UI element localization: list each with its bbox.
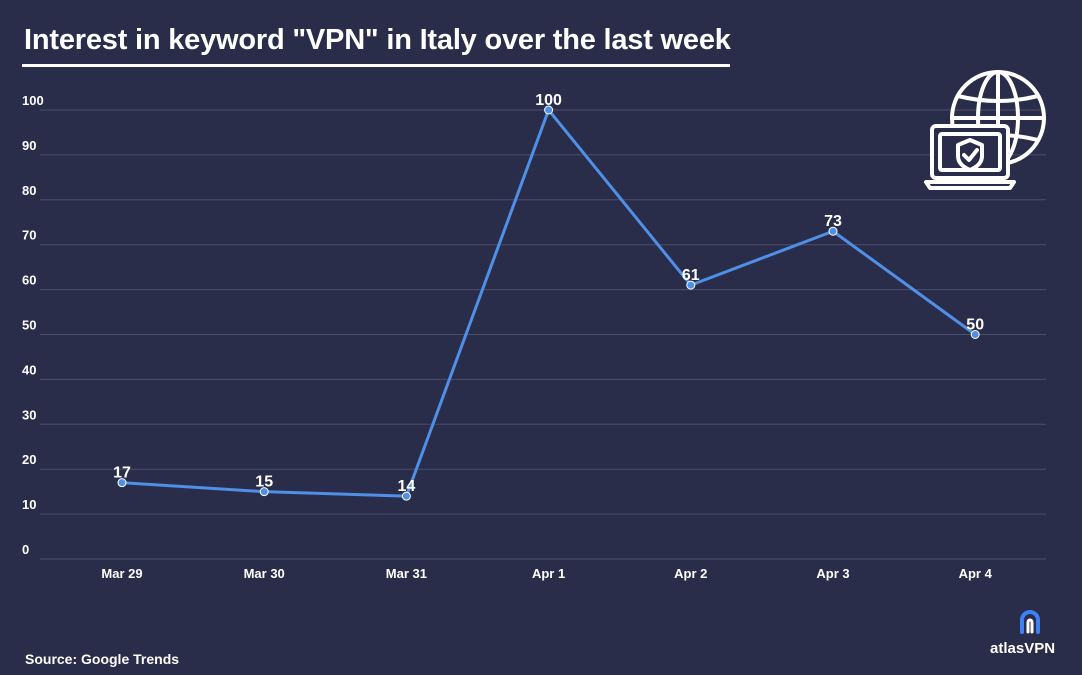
data-point xyxy=(401,491,411,501)
source-note: Source: Google Trends xyxy=(25,651,180,667)
data-point xyxy=(970,330,980,339)
x-tick-label: Apr 1 xyxy=(532,566,565,581)
x-tick-label: Mar 29 xyxy=(101,566,142,581)
data-point xyxy=(686,280,696,290)
brand-name: atlasVPN xyxy=(990,640,1056,657)
data-label: 50 xyxy=(966,317,984,334)
y-tick-label: 50 xyxy=(22,318,36,333)
x-tick-label: Apr 3 xyxy=(816,566,849,581)
series-path xyxy=(121,108,977,498)
chart-title: Interest in keyword "VPN" in Italy over … xyxy=(24,24,731,56)
y-tick-label: 40 xyxy=(22,362,36,377)
data-label: 14 xyxy=(398,478,416,495)
y-tick-label: 100 xyxy=(22,93,44,108)
title-underline xyxy=(22,64,730,67)
gridlines xyxy=(40,109,1046,560)
y-tick-label: 60 xyxy=(22,273,36,288)
data-label: 73 xyxy=(824,213,842,230)
y-tick-label: 80 xyxy=(22,183,36,198)
y-tick-label: 20 xyxy=(22,452,36,467)
x-tick-label: Apr 2 xyxy=(674,566,707,581)
data-point xyxy=(828,226,838,236)
y-tick-label: 70 xyxy=(22,228,36,243)
atlas-vpn-logo-icon xyxy=(1020,610,1040,634)
y-axis-ticks: 0 10 20 30 40 50 60 70 80 90 100 xyxy=(22,93,44,557)
data-point xyxy=(544,105,554,115)
y-tick-label: 0 xyxy=(22,542,29,557)
brand-mark: atlasVPN xyxy=(990,606,1070,660)
data-points xyxy=(117,105,980,501)
y-tick-label: 30 xyxy=(22,407,36,422)
series-line xyxy=(121,108,977,498)
data-label: 61 xyxy=(682,267,700,284)
data-label: 100 xyxy=(535,92,562,109)
data-labels: 17 15 14 100 61 73 50 xyxy=(113,92,984,495)
data-point xyxy=(117,478,127,488)
x-tick-label: Mar 30 xyxy=(244,566,285,581)
x-tick-label: Apr 4 xyxy=(959,566,993,581)
globe-laptop-shield-icon xyxy=(924,70,1046,190)
data-label: 17 xyxy=(113,465,131,482)
data-label: 15 xyxy=(255,474,273,491)
x-tick-label: Mar 31 xyxy=(386,566,427,581)
data-point xyxy=(259,487,269,497)
y-tick-label: 10 xyxy=(22,497,36,512)
y-tick-label: 90 xyxy=(22,138,36,153)
x-axis-ticks: Mar 29 Mar 30 Mar 31 Apr 1 Apr 2 Apr 3 Apr 4 xyxy=(101,566,992,581)
